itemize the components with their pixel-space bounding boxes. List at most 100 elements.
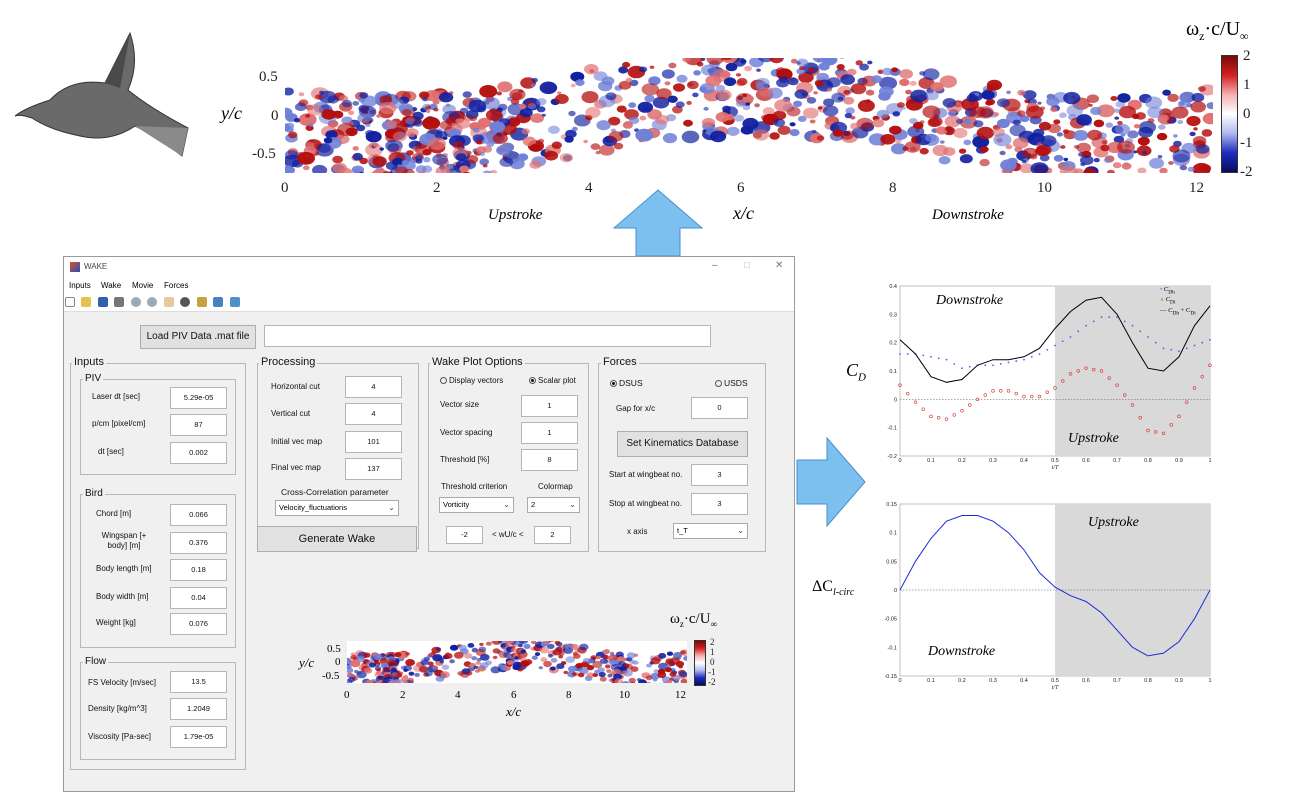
zoom-in-icon[interactable] bbox=[130, 297, 141, 307]
vortex-blob bbox=[485, 109, 503, 121]
top-xtick: 0 bbox=[281, 180, 289, 196]
scalar-plot-option[interactable]: Scalar plot bbox=[529, 376, 576, 385]
vortex-blob bbox=[601, 76, 615, 86]
y-tick-label: -0.2 bbox=[888, 454, 897, 460]
vortex-blob bbox=[341, 99, 352, 108]
print-icon[interactable] bbox=[114, 297, 125, 307]
vortex-blob bbox=[581, 91, 599, 104]
set-kinematics-button[interactable]: Set Kinematics Database bbox=[617, 431, 748, 457]
vortex-blob bbox=[323, 137, 333, 144]
vector-size-field[interactable]: 1 bbox=[521, 395, 578, 417]
vortex-blob bbox=[1030, 162, 1049, 173]
zoom-out-icon[interactable] bbox=[147, 297, 158, 307]
vortex-blob bbox=[705, 75, 722, 87]
vortex-blob bbox=[439, 120, 453, 130]
vortex-blob bbox=[544, 150, 558, 161]
generate-wake-button[interactable]: Generate Wake bbox=[257, 526, 417, 552]
series-point bbox=[1107, 376, 1111, 380]
vortex-blob bbox=[850, 122, 860, 130]
colormap-select[interactable]: 2 ⌄ bbox=[527, 497, 580, 513]
menu-forces[interactable]: Forces bbox=[164, 281, 189, 290]
laser-dt-field[interactable]: 5.29e-05 bbox=[170, 387, 227, 409]
vortex-blob bbox=[1012, 137, 1029, 149]
load-piv-button[interactable]: Load PIV Data .mat file bbox=[140, 325, 256, 349]
range-min-field[interactable]: -2 bbox=[446, 526, 483, 544]
dsus-option[interactable]: DSUS bbox=[610, 378, 643, 388]
x-axis-select[interactable]: t_T ⌄ bbox=[673, 523, 748, 539]
colorbar-icon[interactable] bbox=[213, 297, 224, 307]
data-cursor-icon[interactable] bbox=[196, 297, 207, 307]
mini-xtick: 4 bbox=[455, 689, 461, 701]
vortex-blob bbox=[680, 650, 686, 655]
weight-field[interactable]: 0.076 bbox=[170, 613, 227, 635]
vortex-blob bbox=[337, 123, 356, 136]
menu-movie[interactable]: Movie bbox=[132, 281, 154, 290]
usds-option[interactable]: USDS bbox=[715, 378, 748, 388]
vortex-blob bbox=[305, 114, 311, 118]
new-file-icon[interactable] bbox=[65, 297, 75, 307]
threshold-criterion-select[interactable]: Vorticity ⌄ bbox=[439, 497, 514, 513]
chord-field[interactable]: 0.066 bbox=[170, 504, 227, 526]
horizontal-cut-field[interactable]: 4 bbox=[345, 376, 402, 398]
rotate-icon[interactable] bbox=[180, 297, 191, 307]
vortex-blob bbox=[715, 112, 730, 122]
vortex-blob bbox=[1050, 106, 1058, 113]
vortex-blob bbox=[876, 109, 890, 119]
vortex-blob bbox=[701, 117, 716, 128]
vortex-blob bbox=[509, 88, 526, 101]
vortex-blob bbox=[359, 157, 369, 165]
body-width-label: Body width [m] bbox=[96, 592, 149, 601]
open-folder-icon[interactable] bbox=[81, 297, 92, 307]
density-field[interactable]: 1.2049 bbox=[170, 698, 227, 720]
mini-ytick: 0 bbox=[335, 656, 341, 668]
series-point bbox=[1115, 383, 1119, 387]
vortex-blob bbox=[468, 99, 487, 113]
final-vec-map-field[interactable]: 137 bbox=[345, 458, 402, 480]
cc-parameter-select[interactable]: Velocity_fluctuations ⌄ bbox=[275, 500, 399, 516]
gap-field[interactable]: 0 bbox=[691, 397, 748, 419]
dt-field[interactable]: 0.002 bbox=[170, 442, 227, 464]
menu-wake[interactable]: Wake bbox=[101, 281, 122, 290]
vortex-blob bbox=[554, 641, 561, 645]
vortex-blob bbox=[839, 58, 845, 59]
series-point bbox=[999, 389, 1003, 393]
vertical-cut-field[interactable]: 4 bbox=[345, 403, 402, 425]
vortex-blob bbox=[596, 655, 601, 660]
vortex-blob bbox=[285, 87, 294, 96]
menu-inputs[interactable]: Inputs bbox=[69, 281, 91, 290]
file-path-field[interactable] bbox=[264, 325, 711, 347]
wingspan-field[interactable]: 0.376 bbox=[170, 532, 227, 554]
vector-spacing-field[interactable]: 1 bbox=[521, 422, 578, 444]
pan-icon[interactable] bbox=[163, 297, 174, 307]
body-width-field[interactable]: 0.04 bbox=[170, 587, 227, 609]
initial-vec-map-field[interactable]: 101 bbox=[345, 431, 402, 453]
vortex-blob bbox=[1116, 140, 1135, 154]
vortex-blob bbox=[618, 80, 632, 90]
vortex-blob bbox=[372, 156, 387, 167]
pcm-field[interactable]: 87 bbox=[170, 414, 227, 436]
start-wingbeat-field[interactable]: 3 bbox=[691, 464, 748, 486]
threshold-field[interactable]: 8 bbox=[521, 449, 578, 471]
close-button[interactable]: ✕ bbox=[775, 260, 784, 271]
minimize-button[interactable]: – bbox=[712, 260, 718, 271]
vortex-blob bbox=[1062, 129, 1070, 134]
stop-wingbeat-field[interactable]: 3 bbox=[691, 493, 748, 515]
vortex-blob bbox=[1047, 123, 1061, 134]
viscosity-field[interactable]: 1.79e-05 bbox=[170, 726, 227, 748]
save-icon[interactable] bbox=[97, 297, 108, 307]
vortex-blob bbox=[499, 157, 514, 167]
display-vectors-option[interactable]: Display vectors bbox=[440, 376, 503, 385]
vortex-blob bbox=[669, 657, 680, 665]
vortex-blob bbox=[1053, 154, 1064, 162]
top-xtick: 10 bbox=[1037, 180, 1052, 196]
range-max-field[interactable]: 2 bbox=[534, 526, 571, 544]
vortex-blob bbox=[1033, 128, 1045, 137]
body-length-field[interactable]: 0.18 bbox=[170, 559, 227, 581]
legend-icon[interactable] bbox=[229, 297, 240, 307]
maximize-button[interactable]: □ bbox=[744, 260, 751, 271]
vortex-blob bbox=[444, 653, 453, 659]
vortex-blob bbox=[973, 120, 984, 128]
vortex-blob bbox=[797, 115, 807, 122]
fs-velocity-field[interactable]: 13.5 bbox=[170, 671, 227, 693]
vortex-blob bbox=[899, 69, 913, 79]
